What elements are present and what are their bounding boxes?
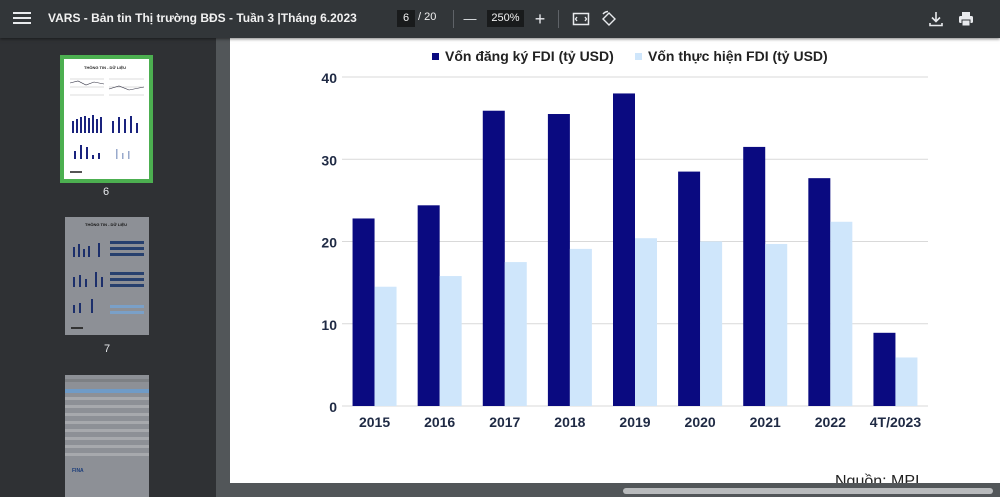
- bar-registered: [482, 110, 505, 406]
- bar-implemented: [700, 241, 723, 406]
- fdi-bar-chart: 0 10 20 30 40 2015 2016 2017 2018 2019 2020 2021 202…: [321, 70, 928, 430]
- bar-registered: [417, 205, 440, 406]
- bar-registered: [873, 332, 896, 406]
- thumbnail-preview: [65, 379, 149, 456]
- x-tick-label: 2015: [359, 414, 390, 430]
- zoom-in-button[interactable]: +: [534, 9, 546, 29]
- thumbnail-sidebar: THÔNG TIN - DỮ LIỆU 6 THÔNG TIN - DỮ LIỆ…: [0, 38, 216, 497]
- source-note: Nguồn: MPI: [835, 473, 920, 483]
- y-tick-label: 30: [321, 152, 337, 168]
- bar-implemented: [569, 248, 592, 406]
- thumbnail-title: THÔNG TIN - DỮ LIỆU: [85, 222, 127, 227]
- thumbnail-label: 7: [103, 343, 111, 355]
- legend-item-registered: Vốn đăng ký FDI (tỷ USD): [432, 48, 614, 64]
- bar-implemented: [374, 286, 397, 406]
- thumbnail-preview: [69, 78, 145, 173]
- thumbnail-page-7[interactable]: THÔNG TIN - DỮ LIỆU: [65, 217, 149, 335]
- pdf-page: Vốn đăng ký FDI (tỷ USD) Vốn thực hiện F…: [230, 38, 1000, 483]
- zoom-level-input[interactable]: 250%: [487, 10, 524, 27]
- page-total: / 20: [418, 11, 437, 23]
- bar-registered: [808, 178, 831, 406]
- horizontal-scrollbar[interactable]: [623, 488, 993, 494]
- x-tick-label: 2021: [750, 414, 781, 430]
- page-number-input[interactable]: 6: [397, 10, 415, 27]
- legend-label: Vốn đăng ký FDI (tỷ USD): [445, 48, 614, 64]
- zoom-out-button[interactable]: —: [463, 11, 477, 26]
- thumbnail-label: 6: [102, 186, 110, 198]
- x-tick-label: 2017: [489, 414, 520, 430]
- x-tick-label: 4T/2023: [870, 414, 922, 430]
- bar-implemented: [830, 221, 853, 406]
- bar-registered: [613, 93, 635, 406]
- pdf-toolbar: VARS - Bản tin Thị trường BĐS - Tuần 3 |…: [0, 0, 1000, 38]
- x-tick-label: 2018: [554, 414, 585, 430]
- x-tick-label: 2020: [685, 414, 716, 430]
- x-tick-label: 2019: [619, 414, 650, 430]
- bar-registered: [547, 114, 570, 406]
- x-tick-label: 2016: [424, 414, 455, 430]
- download-icon[interactable]: [927, 10, 945, 28]
- fit-page-icon[interactable]: [572, 10, 590, 28]
- legend-label: Vốn thực hiện FDI (tỷ USD): [648, 48, 828, 64]
- bar-implemented: [504, 262, 527, 406]
- y-tick-label: 20: [321, 235, 337, 251]
- toolbar-divider: [558, 10, 559, 28]
- y-tick-label: 0: [329, 399, 337, 415]
- bar-registered: [678, 171, 701, 406]
- thumbnail-title: THÔNG TIN - DỮ LIỆU: [84, 65, 126, 70]
- bar-implemented: [895, 357, 918, 406]
- legend-swatch: [635, 53, 642, 60]
- bar-implemented: [635, 238, 657, 406]
- fina-logo: FINA: [72, 468, 84, 474]
- x-tick-label: 2022: [815, 414, 846, 430]
- y-tick-label: 40: [321, 70, 337, 86]
- print-icon[interactable]: [957, 10, 975, 28]
- bar-registered: [352, 218, 375, 406]
- thumbnail-preview: [71, 241, 144, 329]
- y-tick-label: 10: [321, 317, 337, 333]
- menu-icon[interactable]: [12, 9, 32, 29]
- thumbnail-page-6[interactable]: THÔNG TIN - DỮ LIỆU: [60, 55, 153, 183]
- thumbnail-page-8[interactable]: FINA: [65, 375, 149, 497]
- legend-item-implemented: Vốn thực hiện FDI (tỷ USD): [635, 48, 828, 64]
- document-title: VARS - Bản tin Thị trường BĐS - Tuần 3 |…: [48, 11, 357, 25]
- bar-implemented: [765, 243, 788, 406]
- legend-swatch: [432, 53, 439, 60]
- bar-implemented: [439, 276, 462, 406]
- rotate-icon[interactable]: [600, 10, 618, 28]
- toolbar-divider: [453, 10, 454, 28]
- bar-registered: [743, 146, 766, 406]
